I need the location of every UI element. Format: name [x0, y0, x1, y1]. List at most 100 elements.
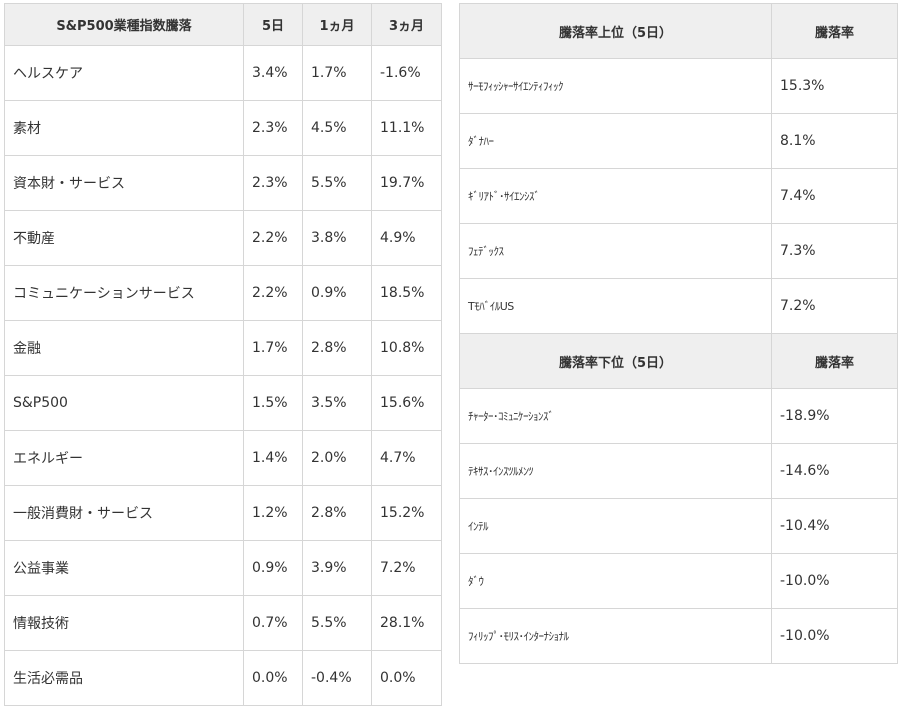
sector-header-3m: 3ヵ月: [371, 3, 442, 46]
table-row: コミュニケーションサービス 2.2% 0.9% 18.5%: [4, 265, 442, 321]
bottom-movers-company-cell: ﾁｬｰﾀｰ･ｺﾐｭﾆｹｰｼｮﾝｽﾞ: [459, 388, 772, 444]
sector-3m-cell: 10.8%: [371, 320, 442, 376]
sector-3m-cell: 18.5%: [371, 265, 442, 321]
sector-3m-cell: 11.1%: [371, 100, 442, 156]
top-movers-company-cell: ﾌｪﾃﾞｯｸｽ: [459, 223, 772, 279]
sector-3m-cell: 4.9%: [371, 210, 442, 266]
table-row: ヘルスケア 3.4% 1.7% -1.6%: [4, 45, 442, 101]
sector-1m-cell: 2.8%: [302, 320, 372, 376]
bottom-movers-row: ｲﾝﾃﾙ -10.4%: [459, 498, 898, 554]
sector-name-cell: 素材: [4, 100, 244, 156]
bottom-movers-rate-cell: -10.0%: [771, 553, 898, 609]
bottom-movers-header-name: 騰落率下位（5日）: [459, 333, 772, 389]
sector-3m-cell: 28.1%: [371, 595, 442, 651]
table-row: 資本財・サービス 2.3% 5.5% 19.7%: [4, 155, 442, 211]
table-row: 不動産 2.2% 3.8% 4.9%: [4, 210, 442, 266]
top-movers-row: TﾓﾊﾞｲﾙUS 7.2%: [459, 278, 898, 334]
table-row: 生活必需品 0.0% -0.4% 0.0%: [4, 650, 442, 706]
sector-3m-cell: 15.6%: [371, 375, 442, 431]
top-movers-rate-cell: 7.2%: [771, 278, 898, 334]
sector-3m-cell: 7.2%: [371, 540, 442, 596]
sector-table-body: ヘルスケア 3.4% 1.7% -1.6% 素材 2.3% 4.5% 11.1% 資本財・サービ…: [4, 45, 442, 706]
movers-table: 騰落率上位（5日） 騰落率 ｻｰﾓﾌｨｯｼｬｰｻｲｴﾝﾃｨﾌｨｯｸ 15.3% ﾀﾞ…: [459, 3, 898, 664]
bottom-movers-company-cell: ｲﾝﾃﾙ: [459, 498, 772, 554]
sector-3m-cell: 0.0%: [371, 650, 442, 706]
top-movers-row: ｷﾞﾘｱﾄﾞ･ｻｲｴﾝｼｽﾞ 7.4%: [459, 168, 898, 224]
sector-1m-cell: 1.7%: [302, 45, 372, 101]
top-movers-company-cell: ｷﾞﾘｱﾄﾞ･ｻｲｴﾝｼｽﾞ: [459, 168, 772, 224]
sector-5d-cell: 3.4%: [243, 45, 303, 101]
bottom-movers-row: ﾌｨﾘｯﾌﾟ･ﾓﾘｽ･ｲﾝﾀｰﾅｼｮﾅﾙ -10.0%: [459, 608, 898, 664]
bottom-movers-header-row: 騰落率下位（5日） 騰落率: [459, 333, 898, 389]
bottom-movers-row: ﾁｬｰﾀｰ･ｺﾐｭﾆｹｰｼｮﾝｽﾞ -18.9%: [459, 388, 898, 444]
sector-3m-cell: 15.2%: [371, 485, 442, 541]
sector-name-cell: 資本財・サービス: [4, 155, 244, 211]
sector-1m-cell: 3.8%: [302, 210, 372, 266]
table-row: エネルギー 1.4% 2.0% 4.7%: [4, 430, 442, 486]
movers-table-body: 騰落率上位（5日） 騰落率 ｻｰﾓﾌｨｯｼｬｰｻｲｴﾝﾃｨﾌｨｯｸ 15.3% ﾀﾞ…: [459, 3, 898, 664]
sector-header-5d: 5日: [243, 3, 303, 46]
top-movers-rate-cell: 8.1%: [771, 113, 898, 169]
bottom-movers-company-cell: ﾃｷｻｽ･ｲﾝｽﾂﾙﾒﾝﾂ: [459, 443, 772, 499]
sector-5d-cell: 1.7%: [243, 320, 303, 376]
sector-1m-cell: 5.5%: [302, 595, 372, 651]
sector-name-cell: コミュニケーションサービス: [4, 265, 244, 321]
top-movers-header-row: 騰落率上位（5日） 騰落率: [459, 3, 898, 59]
sector-1m-cell: 2.8%: [302, 485, 372, 541]
sector-1m-cell: 5.5%: [302, 155, 372, 211]
sector-header-name: S&P500業種指数騰落: [4, 3, 244, 46]
sector-name-cell: 不動産: [4, 210, 244, 266]
sector-3m-cell: -1.6%: [371, 45, 442, 101]
top-movers-header-name: 騰落率上位（5日）: [459, 3, 772, 59]
table-row: 公益事業 0.9% 3.9% 7.2%: [4, 540, 442, 596]
sector-name-cell: S&P500: [4, 375, 244, 431]
top-movers-rate-cell: 7.4%: [771, 168, 898, 224]
sector-5d-cell: 2.2%: [243, 265, 303, 321]
sector-3m-cell: 19.7%: [371, 155, 442, 211]
top-movers-rate-cell: 7.3%: [771, 223, 898, 279]
sector-5d-cell: 1.5%: [243, 375, 303, 431]
bottom-movers-rate-cell: -18.9%: [771, 388, 898, 444]
sector-name-cell: ヘルスケア: [4, 45, 244, 101]
table-row: 一般消費財・サービス 1.2% 2.8% 15.2%: [4, 485, 442, 541]
sector-1m-cell: 0.9%: [302, 265, 372, 321]
top-movers-row: ﾌｪﾃﾞｯｸｽ 7.3%: [459, 223, 898, 279]
sector-name-cell: 生活必需品: [4, 650, 244, 706]
sector-name-cell: 金融: [4, 320, 244, 376]
sector-5d-cell: 0.9%: [243, 540, 303, 596]
sector-5d-cell: 2.3%: [243, 155, 303, 211]
sector-5d-cell: 2.2%: [243, 210, 303, 266]
bottom-movers-row: ﾃｷｻｽ･ｲﾝｽﾂﾙﾒﾝﾂ -14.6%: [459, 443, 898, 499]
table-row: 素材 2.3% 4.5% 11.1%: [4, 100, 442, 156]
sector-5d-cell: 0.7%: [243, 595, 303, 651]
top-movers-row: ﾀﾞﾅﾊｰ 8.1%: [459, 113, 898, 169]
bottom-movers-row: ﾀﾞｳ -10.0%: [459, 553, 898, 609]
sector-1m-cell: 4.5%: [302, 100, 372, 156]
sector-1m-cell: 3.5%: [302, 375, 372, 431]
bottom-movers-header-rate: 騰落率: [771, 333, 898, 389]
sector-table-header-row: S&P500業種指数騰落 5日 1ヵ月 3ヵ月: [4, 3, 442, 46]
sector-index-table: S&P500業種指数騰落 5日 1ヵ月 3ヵ月 ヘルスケア 3.4% 1.7% -1.…: [4, 3, 442, 706]
top-movers-company-cell: TﾓﾊﾞｲﾙUS: [459, 278, 772, 334]
sector-name-cell: エネルギー: [4, 430, 244, 486]
sector-1m-cell: -0.4%: [302, 650, 372, 706]
bottom-movers-rate-cell: -10.4%: [771, 498, 898, 554]
table-row: 情報技術 0.7% 5.5% 28.1%: [4, 595, 442, 651]
table-row: 金融 1.7% 2.8% 10.8%: [4, 320, 442, 376]
sector-1m-cell: 3.9%: [302, 540, 372, 596]
sector-name-cell: 公益事業: [4, 540, 244, 596]
sector-5d-cell: 2.3%: [243, 100, 303, 156]
sector-header-1m: 1ヵ月: [302, 3, 372, 46]
sector-name-cell: 情報技術: [4, 595, 244, 651]
sector-3m-cell: 4.7%: [371, 430, 442, 486]
top-movers-rate-cell: 15.3%: [771, 58, 898, 114]
bottom-movers-company-cell: ﾌｨﾘｯﾌﾟ･ﾓﾘｽ･ｲﾝﾀｰﾅｼｮﾅﾙ: [459, 608, 772, 664]
bottom-movers-company-cell: ﾀﾞｳ: [459, 553, 772, 609]
sector-name-cell: 一般消費財・サービス: [4, 485, 244, 541]
bottom-movers-rate-cell: -10.0%: [771, 608, 898, 664]
sector-1m-cell: 2.0%: [302, 430, 372, 486]
top-movers-row: ｻｰﾓﾌｨｯｼｬｰｻｲｴﾝﾃｨﾌｨｯｸ 15.3%: [459, 58, 898, 114]
sector-5d-cell: 1.2%: [243, 485, 303, 541]
top-movers-company-cell: ﾀﾞﾅﾊｰ: [459, 113, 772, 169]
top-movers-header-rate: 騰落率: [771, 3, 898, 59]
